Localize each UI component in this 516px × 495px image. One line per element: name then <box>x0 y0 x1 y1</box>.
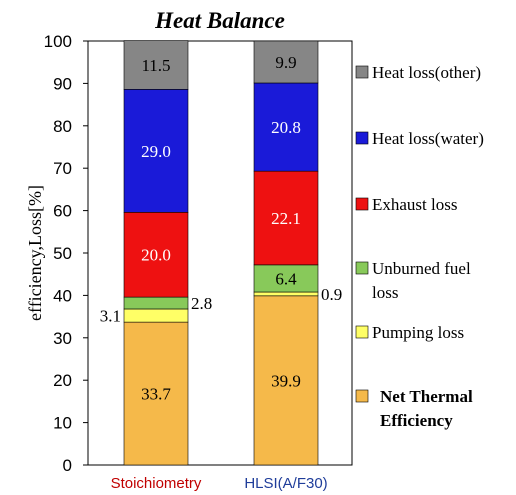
y-tick-label: 0 <box>63 456 72 475</box>
data-label-net-thermal-efficiency: 39.9 <box>271 371 301 390</box>
legend-swatch-heat-loss-other <box>355 65 369 79</box>
data-label-heat-loss-water: 29.0 <box>141 142 171 161</box>
legend-label-exhaust-loss: Exhaust loss <box>372 195 457 214</box>
y-axis-ticks: 0 10 20 30 40 50 60 70 80 90 100 <box>44 32 88 475</box>
y-tick-label: 80 <box>53 117 72 136</box>
legend-swatch-unburned-fuel-loss <box>355 261 369 275</box>
legend-swatch-net-thermal-efficiency <box>355 389 369 403</box>
bar-segment-pumping-loss <box>253 291 319 297</box>
y-tick-label: 20 <box>53 371 72 390</box>
data-label-pumping-loss: 0.9 <box>321 285 342 304</box>
bar-segment-heat-loss-water <box>253 82 319 172</box>
data-label-unburned-fuel-loss: 6.4 <box>275 269 297 288</box>
legend-swatch-pumping-loss <box>355 325 369 339</box>
legend-label-heat-loss-other: Heat loss(other) <box>372 63 481 82</box>
chart-title: Heat Balance <box>154 8 285 33</box>
data-label-heat-loss-water: 20.8 <box>271 118 301 137</box>
x-category-label: HLSI(A/F30) <box>244 475 327 492</box>
bar-segment-heat-loss-other <box>123 40 189 90</box>
data-labels: 33.7 3.1 2.8 20.0 29.0 11.5 39.9 0.9 6.4 22.1 20.8… <box>100 53 343 404</box>
data-label-heat-loss-other: 9.9 <box>275 53 296 72</box>
legend-label-pumping-loss: Pumping loss <box>372 323 464 342</box>
data-label-net-thermal-efficiency: 33.7 <box>141 385 171 404</box>
bar-segment-net-thermal-efficiency <box>123 321 189 466</box>
legend-label-unburned-fuel-loss: Unburned fuel loss <box>372 259 471 302</box>
stacked-bars <box>123 40 319 466</box>
legend-swatch-exhaust-loss <box>355 197 369 211</box>
data-label-pumping-loss: 3.1 <box>100 307 121 326</box>
bar-segment-unburned-fuel-loss <box>253 264 319 293</box>
bar-segment-pumping-loss <box>123 308 189 323</box>
y-tick-label: 40 <box>53 286 72 305</box>
legend: Heat loss(other) Heat loss(water) Exhaust … <box>355 63 484 430</box>
data-label-unburned-fuel-loss: 2.8 <box>191 294 212 313</box>
bar-segment-exhaust-loss <box>253 170 319 266</box>
x-category-label: Stoichiometry <box>111 475 202 492</box>
bar-segment-heat-loss-other <box>253 40 319 84</box>
x-axis-category-labels: Stoichiometry HLSI(A/F30) <box>111 475 328 492</box>
y-tick-label: 100 <box>44 32 72 51</box>
y-tick-label: 50 <box>53 244 72 263</box>
legend-label-heat-loss-water: Heat loss(water) <box>372 129 484 148</box>
bar-segment-net-thermal-efficiency <box>253 295 319 466</box>
y-tick-label: 60 <box>53 202 72 221</box>
y-tick-label: 70 <box>53 159 72 178</box>
legend-label-net-thermal-efficiency: Net Thermal Efficiency <box>380 387 473 430</box>
y-tick-label: 90 <box>53 74 72 93</box>
y-tick-label: 10 <box>53 414 72 433</box>
data-label-heat-loss-other: 11.5 <box>141 56 170 75</box>
data-label-exhaust-loss: 20.0 <box>141 246 171 265</box>
bar-segment-unburned-fuel-loss <box>123 296 189 310</box>
bar-segment-exhaust-loss <box>123 211 189 298</box>
data-label-exhaust-loss: 22.1 <box>271 209 301 228</box>
legend-swatch-heat-loss-water <box>355 131 369 145</box>
bar-segment-heat-loss-water <box>123 89 189 213</box>
y-tick-label: 30 <box>53 329 72 348</box>
y-axis-label: efficiency,Loss[%] <box>25 185 45 321</box>
